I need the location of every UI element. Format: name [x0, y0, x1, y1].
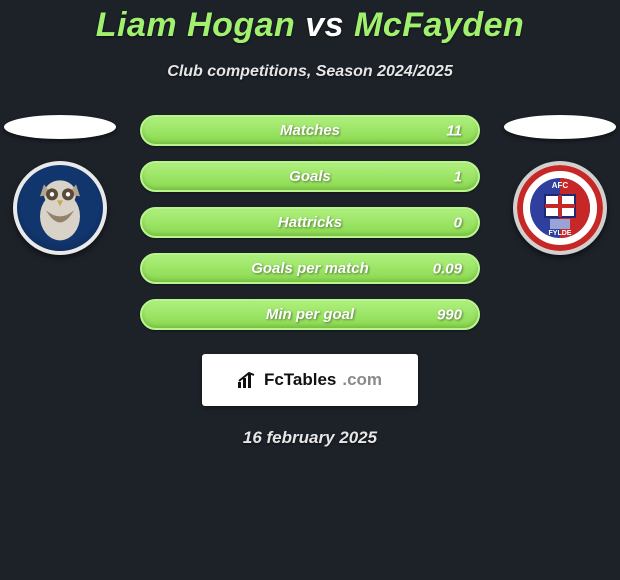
subtitle: Club competitions, Season 2024/2025 — [0, 63, 620, 81]
brand-plate: FcTables .com — [202, 354, 418, 406]
left-player-oval — [4, 115, 116, 139]
comparison-title: Liam Hogan vs McFayden — [0, 6, 620, 45]
svg-text:FYLDE: FYLDE — [549, 230, 572, 237]
stat-label: Goals — [289, 168, 331, 185]
stat-value: 0 — [454, 214, 462, 231]
player-left-name: Liam Hogan — [96, 6, 296, 44]
stat-value: 11 — [446, 122, 462, 139]
date-label: 16 february 2025 — [0, 428, 620, 448]
stat-value: 990 — [437, 306, 462, 323]
bars-icon — [238, 372, 258, 388]
stat-pill: Matches 11 — [140, 115, 480, 146]
stat-pill: Goals per match 0.09 — [140, 253, 480, 284]
left-player-column — [0, 115, 120, 255]
right-player-oval — [504, 115, 616, 139]
right-club-badge: AFC FYLDE — [513, 161, 607, 255]
stat-label: Min per goal — [266, 306, 354, 323]
stat-pill: Goals 1 — [140, 161, 480, 192]
stat-value: 1 — [454, 168, 462, 185]
brand-suffix: .com — [342, 370, 382, 390]
player-right-name: McFayden — [354, 6, 524, 44]
stat-value: 0.09 — [433, 260, 462, 277]
stat-label: Hattricks — [278, 214, 342, 231]
brand-name: FcTables — [264, 370, 336, 390]
left-club-badge — [13, 161, 107, 255]
right-player-column: AFC FYLDE — [500, 115, 620, 255]
stat-pill: Min per goal 990 — [140, 299, 480, 330]
owl-icon — [30, 176, 90, 242]
fylde-crest-icon: AFC FYLDE — [517, 165, 603, 251]
stat-label: Goals per match — [251, 260, 369, 277]
svg-text:AFC: AFC — [552, 181, 569, 190]
stats-list: Matches 11 Goals 1 Hattricks 0 Goals per… — [140, 115, 480, 330]
stat-label: Matches — [280, 122, 340, 139]
brand-label: FcTables .com — [238, 370, 382, 390]
vs-label: vs — [295, 6, 354, 44]
stat-pill: Hattricks 0 — [140, 207, 480, 238]
